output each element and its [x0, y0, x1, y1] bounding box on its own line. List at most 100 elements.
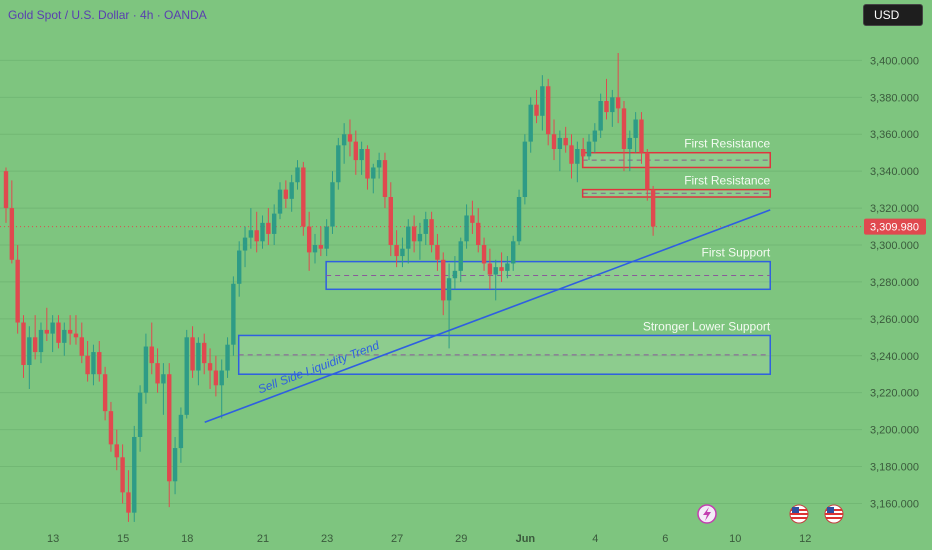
candle [592, 123, 598, 153]
y-tick-label: 3,200.000 [870, 425, 919, 437]
last-price-tag: 3,309.980 [864, 218, 926, 235]
candle [85, 340, 90, 382]
candle [167, 363, 172, 508]
candle-body [50, 322, 55, 334]
candle-body [464, 215, 469, 242]
candle-body [178, 414, 184, 449]
y-tick-label: 3,260.000 [870, 314, 919, 326]
candle-body [580, 149, 586, 157]
candle-body [295, 167, 300, 183]
y-axis: 3,400.000 3,380.000 3,360.000 3,340.000 3,32… [864, 55, 926, 510]
candle-body [534, 104, 539, 116]
candle-body [21, 322, 26, 365]
candle [254, 211, 259, 253]
candle [330, 171, 335, 234]
candle-body [91, 352, 96, 375]
candle [248, 208, 254, 249]
candle-body [476, 222, 481, 245]
candle [557, 130, 563, 172]
candle [505, 256, 510, 279]
candle-body [493, 267, 498, 275]
candle-body [382, 160, 388, 198]
candle-body [318, 245, 324, 249]
last-price-label: 3,309.980 [870, 222, 919, 234]
candle [522, 134, 528, 205]
candle-body [67, 329, 73, 334]
candle-body [85, 355, 90, 375]
candle-body [650, 189, 656, 227]
x-tick-label: 27 [391, 533, 403, 545]
candle [650, 185, 656, 236]
candle [225, 337, 230, 378]
candle-body [388, 197, 393, 245]
candle-body [9, 208, 15, 260]
candle [400, 237, 405, 268]
x-tick-label: Jun [516, 533, 536, 545]
candle [143, 333, 149, 404]
currency-button[interactable]: USD [863, 4, 923, 26]
candle [79, 322, 84, 364]
candle [318, 226, 324, 257]
candle-body [137, 392, 143, 437]
candle [563, 126, 568, 153]
candle [27, 326, 32, 389]
candle [97, 340, 102, 382]
candle-body [604, 101, 609, 113]
zone-label: First Support [702, 246, 771, 260]
candle [324, 219, 329, 257]
candle-body [569, 145, 574, 164]
candle-body [266, 222, 271, 234]
candle [155, 348, 160, 393]
candle-body [126, 492, 131, 513]
x-tick-label: 29 [455, 533, 467, 545]
candle [289, 174, 294, 212]
candle [423, 211, 428, 245]
candle [137, 385, 143, 452]
candle [312, 233, 318, 264]
candle [417, 222, 423, 260]
candle [242, 226, 248, 268]
candle [44, 307, 50, 341]
us-flag-event-icon[interactable] [824, 504, 844, 524]
candle-body [161, 374, 166, 384]
candle [120, 444, 125, 504]
candle-body [481, 245, 487, 264]
candle [341, 123, 347, 164]
candle-body [545, 86, 551, 135]
candle-body [528, 104, 533, 142]
candle-body [184, 337, 189, 415]
candle-body [242, 237, 248, 251]
us-flag-event-icon[interactable] [789, 504, 809, 524]
candle [639, 112, 644, 164]
x-axis: 13 15 18 21 23 27 29 Jun 4 6 10 12 [47, 533, 811, 545]
lightning-event-icon[interactable] [697, 504, 717, 524]
y-tick-label: 3,340.000 [870, 166, 919, 178]
candle [295, 160, 300, 190]
candle [458, 237, 463, 282]
candle-body [207, 363, 213, 371]
candle [67, 315, 73, 345]
candle-body [359, 149, 364, 161]
y-tick-label: 3,380.000 [870, 92, 919, 104]
candle [411, 215, 417, 253]
candle-body [167, 374, 172, 482]
candle [627, 130, 633, 172]
candle-body [598, 101, 603, 131]
x-tick-label: 15 [117, 533, 129, 545]
candle-body [610, 97, 615, 113]
candle [336, 137, 341, 190]
candle [441, 252, 446, 316]
candle-body [277, 189, 283, 214]
x-tick-label: 23 [321, 533, 333, 545]
candle [604, 78, 609, 120]
candle [499, 252, 504, 282]
candle [38, 322, 44, 364]
candle-body [260, 222, 265, 242]
candle [260, 215, 265, 249]
x-tick-label: 10 [729, 533, 741, 545]
candle-body [102, 374, 108, 412]
x-tick-label: 18 [181, 533, 193, 545]
grid [0, 59, 862, 504]
x-tick-label: 4 [592, 533, 598, 545]
